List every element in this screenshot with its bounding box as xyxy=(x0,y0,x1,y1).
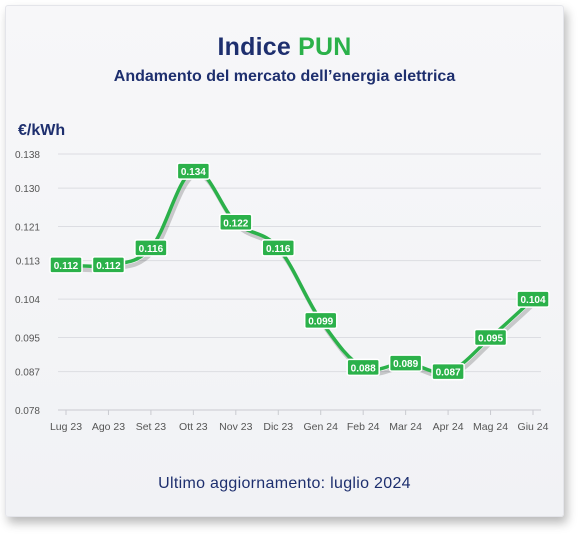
x-tick-label: Ott 23 xyxy=(179,421,208,433)
data-point-marker xyxy=(49,256,83,274)
data-label: 0.122 xyxy=(223,218,248,229)
data-point-marker xyxy=(388,354,423,372)
data-label: 0.112 xyxy=(96,261,121,272)
last-update-note: Ultimo aggiornamento: luglio 2024 xyxy=(158,475,411,492)
series-line xyxy=(64,169,535,375)
data-point-marker xyxy=(91,256,126,274)
data-label: 0.099 xyxy=(308,316,333,327)
data-point-marker xyxy=(303,311,338,330)
data-point-marker xyxy=(176,162,211,180)
x-tick-label: Feb 24 xyxy=(347,421,380,433)
y-tick-label: 0.121 xyxy=(15,223,40,234)
y-tick-label: 0.138 xyxy=(15,150,40,161)
y-tick-label: 0.087 xyxy=(15,368,40,379)
chart-title: Indice PUN xyxy=(6,33,563,62)
chart-card: Indice PUN Andamento del mercato dell’en… xyxy=(5,5,564,517)
data-label: 0.087 xyxy=(436,368,461,379)
y-tick-label: 0.104 xyxy=(15,295,40,306)
y-tick-label: 0.130 xyxy=(15,184,40,195)
x-tick-label: Lug 23 xyxy=(50,421,82,433)
x-tick-label: Apr 24 xyxy=(433,421,464,433)
y-axis-unit-label: €/kWh xyxy=(18,122,66,139)
data-point-marker xyxy=(346,358,380,377)
data-point-marker xyxy=(431,362,465,381)
line-chart: 0.078 0.087 0.095 0.104 0.113 0.121 0.130 0.138… xyxy=(15,150,550,433)
chart-subtitle: Andamento del mercato dell’energia elett… xyxy=(113,68,456,85)
data-point-marker xyxy=(261,239,296,257)
data-point-marker xyxy=(219,213,253,232)
data-point-marker xyxy=(473,328,508,347)
data-point-marker xyxy=(134,239,168,257)
title-accent: PUN xyxy=(298,33,352,61)
x-tick-label: Nov 23 xyxy=(219,421,252,433)
title-main: Indice xyxy=(217,33,291,61)
data-label: 0.095 xyxy=(478,333,503,344)
x-tick-label: Giu 24 xyxy=(518,421,549,433)
data-label: 0.088 xyxy=(351,363,376,374)
data-point-marker xyxy=(516,290,550,308)
y-tick-label: 0.078 xyxy=(15,406,40,417)
y-tick-label: 0.113 xyxy=(16,257,41,268)
x-tick-label: Dic 23 xyxy=(263,421,293,433)
data-label: 0.112 xyxy=(54,261,79,272)
x-tick-label: Ago 23 xyxy=(92,421,125,433)
data-label: 0.104 xyxy=(520,295,545,306)
data-label: 0.116 xyxy=(139,244,164,255)
data-label: 0.134 xyxy=(181,167,206,178)
x-tick-label: Mag 24 xyxy=(473,421,508,433)
data-label: 0.089 xyxy=(393,359,418,370)
series-line-shadow xyxy=(66,173,537,379)
x-tick-label: Mar 24 xyxy=(389,421,422,433)
x-tick-label: Gen 24 xyxy=(304,421,339,433)
y-tick-label: 0.095 xyxy=(15,333,40,344)
data-label: 0.116 xyxy=(266,244,291,255)
x-tick-label: Set 23 xyxy=(136,421,167,433)
